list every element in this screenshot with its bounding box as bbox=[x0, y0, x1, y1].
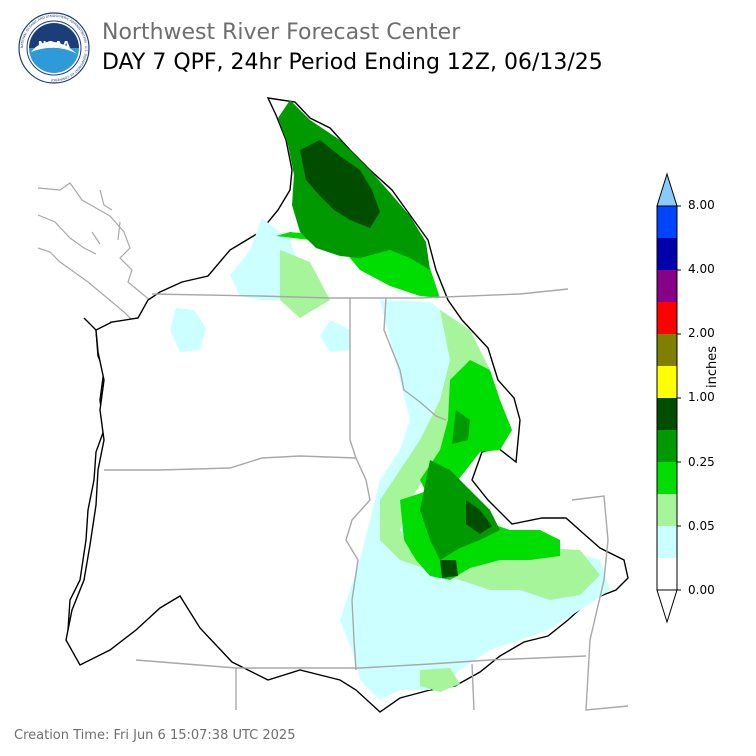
cbar-tick-6: 8.00 bbox=[688, 198, 715, 212]
colorbar-bin-10 bbox=[657, 238, 677, 270]
state-borders bbox=[104, 288, 629, 711]
colorbar-bin-11 bbox=[657, 206, 677, 238]
creation-time-label: Creation Time: bbox=[14, 728, 110, 743]
precip-005-010 bbox=[280, 250, 600, 692]
cbar-tick-2: 0.25 bbox=[688, 455, 715, 469]
colorbar-bin-5 bbox=[657, 398, 677, 430]
cbar-tick-3: 1.00 bbox=[688, 390, 715, 404]
colorbar-under-arrow bbox=[656, 589, 678, 624]
colorbar-bin-0 bbox=[657, 558, 677, 590]
noaa-logo: NOAA NATIONAL OCEANIC AND ATMOSPHERIC AD… bbox=[18, 12, 90, 84]
colorbar-bin-3 bbox=[657, 462, 677, 494]
bc-coastline bbox=[37, 182, 151, 331]
qpf-map bbox=[37, 97, 629, 713]
colorbar-bin-6 bbox=[657, 366, 677, 398]
colorbar-bin-1 bbox=[657, 526, 677, 558]
creation-time: Creation Time: Fri Jun 6 15:07:38 UTC 20… bbox=[14, 728, 295, 743]
logo-sky bbox=[29, 23, 79, 48]
colorbar-over-arrow bbox=[656, 172, 678, 207]
cbar-tick-1: 0.05 bbox=[688, 519, 715, 533]
product-title: DAY 7 QPF, 24hr Period Ending 12Z, 06/13… bbox=[102, 50, 603, 75]
cbar-tick-5: 4.00 bbox=[688, 262, 715, 276]
colorbar-bin-7 bbox=[657, 334, 677, 366]
colorbar bbox=[656, 172, 681, 624]
colorbar-bin-2 bbox=[657, 494, 677, 526]
cbar-tick-4: 2.00 bbox=[688, 326, 715, 340]
cbar-tick-0: 0.00 bbox=[688, 583, 715, 597]
colorbar-bin-8 bbox=[657, 302, 677, 334]
precip-050-100 bbox=[300, 140, 492, 578]
org-title: Northwest River Forecast Center bbox=[102, 20, 461, 45]
logo-bird bbox=[31, 41, 77, 54]
colorbar-bin-9 bbox=[657, 270, 677, 302]
logo-wordmark: NOAA bbox=[38, 40, 70, 51]
colorbar-unit-label: inches bbox=[705, 345, 720, 388]
creation-time-value: Fri Jun 6 15:07:38 UTC 2025 bbox=[113, 728, 296, 743]
logo-water bbox=[29, 48, 79, 73]
colorbar-bin-4 bbox=[657, 430, 677, 462]
